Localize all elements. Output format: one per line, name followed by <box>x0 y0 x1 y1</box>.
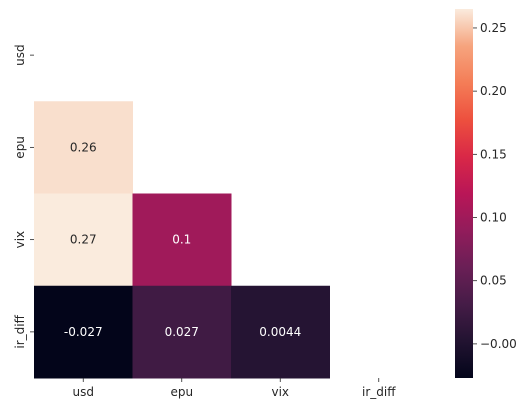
colorbar-tick-label: 0.10 <box>480 211 507 225</box>
colorbar: −0.00 0.05 0.10 0.15 0.20 0.25 <box>455 9 517 378</box>
y-tick-label: vix <box>13 231 27 249</box>
colorbar-ticks: −0.00 0.05 0.10 0.15 0.20 0.25 <box>473 21 517 351</box>
y-axis: usd epu vix ir_diff <box>13 44 34 349</box>
y-tick-label: epu <box>13 136 27 159</box>
x-tick-label: ir_diff <box>362 385 396 399</box>
cell-value-label: 0.1 <box>172 233 191 247</box>
heatmap-cell <box>132 193 232 287</box>
colorbar-tick-label: −0.00 <box>480 337 517 351</box>
cell-value-label: 0.26 <box>70 140 97 154</box>
colorbar-tick-label: 0.05 <box>480 274 507 288</box>
x-tick-label: usd <box>73 385 94 399</box>
colorbar-tick-label: 0.15 <box>480 147 507 161</box>
heatmap-cell <box>34 285 133 379</box>
colorbar-gradient <box>455 9 473 378</box>
heatmap-cells: 0.26 0.27 0.1 -0.027 0.027 0.0044 <box>34 101 330 379</box>
cell-value-label: -0.027 <box>64 325 103 339</box>
cell-value-label: 0.27 <box>70 233 97 247</box>
x-axis: usd epu vix ir_diff <box>73 378 396 399</box>
y-tick-label: usd <box>13 44 27 65</box>
heatmap-cell <box>132 285 232 379</box>
colorbar-tick-label: 0.25 <box>480 21 507 35</box>
heatmap-cell <box>34 101 133 194</box>
x-tick-label: epu <box>170 385 193 399</box>
x-tick-label: vix <box>271 385 289 399</box>
cell-value-label: 0.027 <box>165 325 199 339</box>
cell-value-label: 0.0044 <box>259 325 301 339</box>
y-tick-label: ir_diff <box>13 314 27 348</box>
heatmap-cell <box>34 193 133 287</box>
colorbar-tick-label: 0.20 <box>480 84 507 98</box>
heatmap-cell <box>231 285 330 379</box>
